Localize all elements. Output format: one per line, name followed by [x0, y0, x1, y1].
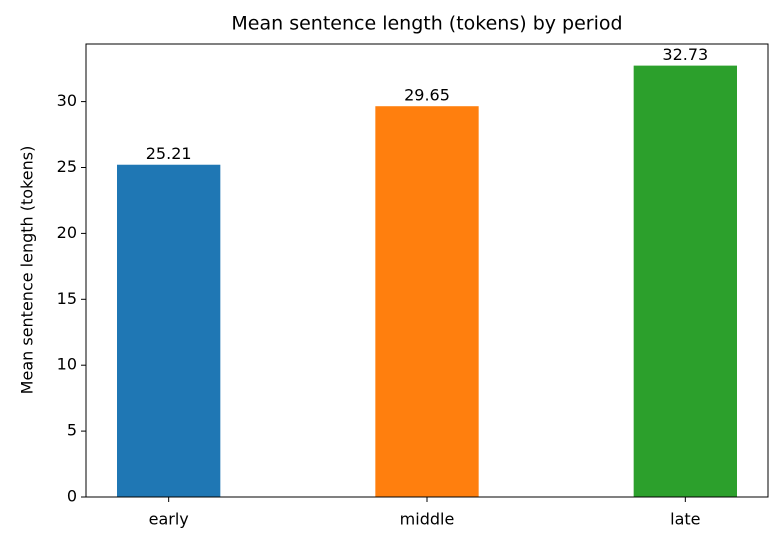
- plot-frame: [85, 43, 769, 498]
- y-tick-label: 5: [67, 421, 77, 440]
- x-tick-label: middle: [400, 510, 455, 529]
- y-tick-label: 15: [57, 289, 77, 308]
- x-tick-label: late: [670, 510, 700, 529]
- y-tick-label: 20: [57, 223, 77, 242]
- y-tick-label: 25: [57, 157, 77, 176]
- bar: [375, 106, 479, 497]
- bar: [117, 164, 221, 497]
- bar: [633, 65, 737, 498]
- value-label: 25.21: [146, 144, 192, 163]
- y-tick-label: 10: [57, 355, 77, 374]
- x-tick-label: early: [149, 510, 189, 529]
- y-tick-label: 0: [67, 487, 77, 506]
- value-label: 29.65: [404, 86, 450, 105]
- value-label: 32.73: [662, 45, 708, 64]
- y-tick-label: 30: [57, 91, 77, 110]
- chart-title: Mean sentence length (tokens) by period: [231, 13, 622, 35]
- y-axis-label: Mean sentence length (tokens): [18, 146, 37, 395]
